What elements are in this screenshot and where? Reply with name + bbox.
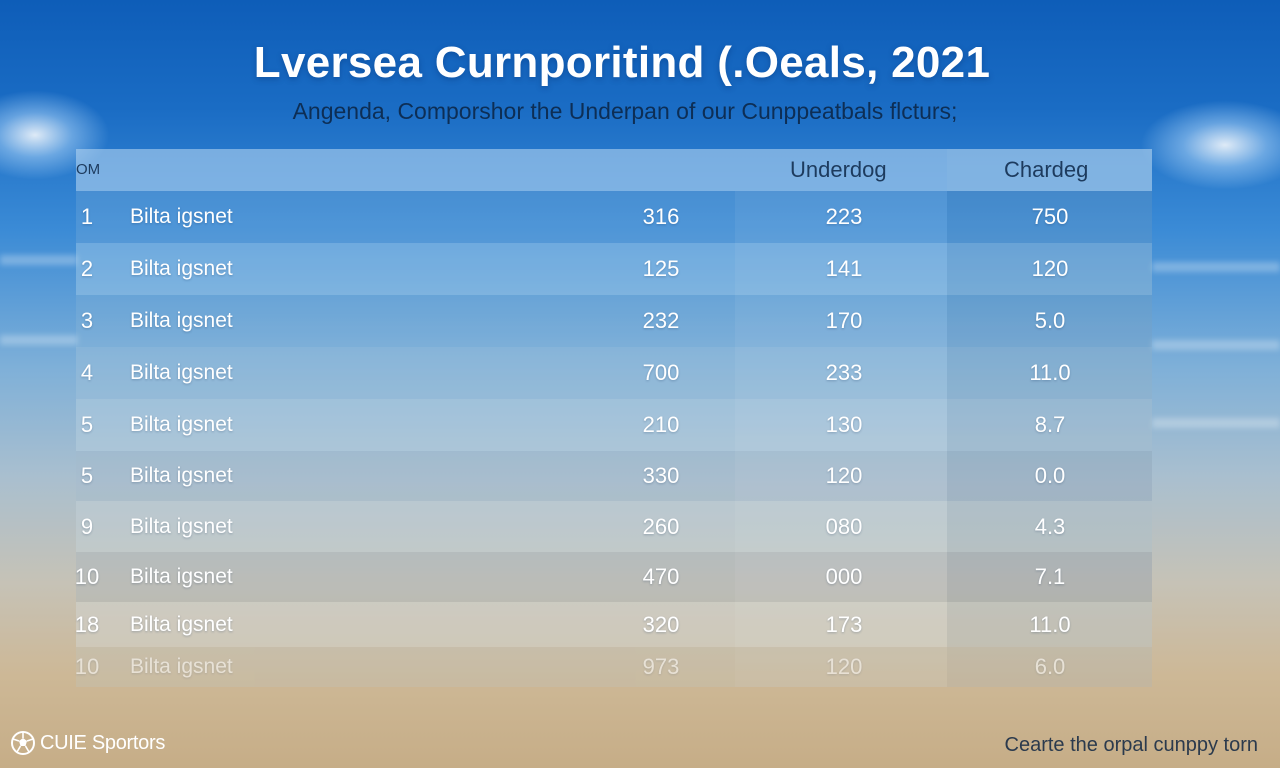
- value-cell: 210: [642, 412, 680, 437]
- table-row: 10 Bilta igsnet 470 000 7.1: [74, 552, 1152, 602]
- underdog-cell: 120: [825, 654, 863, 679]
- value-cell: 232: [642, 308, 680, 333]
- table-row: 4 Bilta igsnet 700 233 11.0: [76, 347, 1152, 399]
- rank-cell: 4: [80, 360, 94, 385]
- table-row: 1 Bilta igsnet 316 223 750: [76, 191, 1152, 243]
- column-shade: [947, 295, 1152, 347]
- value-cell: 125: [642, 256, 680, 281]
- rank-cell: 10: [74, 654, 100, 679]
- column-shade: [947, 451, 1152, 501]
- value-cell: 260: [642, 513, 680, 539]
- rank-cell: 1: [80, 204, 94, 229]
- chardeg-cell: 5.0: [1034, 308, 1066, 333]
- underdog-cell: 080: [825, 513, 863, 539]
- column-header-chardeg: Chardeg: [1004, 157, 1089, 182]
- chardeg-cell: 750: [1031, 204, 1069, 229]
- column-shade: [735, 552, 947, 602]
- value-cell: 973: [642, 654, 680, 679]
- column-header-underdog: Underdog: [790, 157, 887, 182]
- name-cell: Bilta igsnet: [130, 612, 233, 636]
- background-stripe: [0, 255, 78, 265]
- underdog-cell: 141: [825, 256, 863, 281]
- rank-cell: 10: [74, 564, 100, 589]
- column-shade: [947, 399, 1152, 451]
- column-shade: [735, 243, 947, 295]
- name-cell: Bilta igsnet: [130, 514, 233, 538]
- rank-cell: 18: [74, 611, 100, 637]
- underdog-cell: 130: [825, 412, 863, 437]
- name-cell: Bilta igsnet: [130, 257, 233, 280]
- background-stripe: [1152, 340, 1280, 350]
- soccer-ball-icon: [11, 731, 35, 755]
- underdog-cell: 173: [825, 611, 863, 637]
- background-stripe: [0, 335, 78, 345]
- table-header: OM Underdog Chardeg: [76, 149, 1152, 191]
- chardeg-cell: 4.3: [1034, 513, 1066, 539]
- underdog-cell: 223: [825, 204, 863, 229]
- chardeg-cell: 6.0: [1034, 654, 1066, 679]
- rank-cell: 3: [80, 308, 94, 333]
- chardeg-cell: 0.0: [1034, 463, 1066, 488]
- table-row: 9 Bilta igsnet 260 080 4.3: [76, 501, 1152, 552]
- page-title: Lversea Curnporitind (.Oeals, 2021: [253, 38, 991, 87]
- column-shade: [735, 347, 947, 399]
- underdog-cell: 233: [825, 360, 863, 385]
- column-shade: [735, 295, 947, 347]
- column-shade: [947, 243, 1152, 295]
- page-subtitle: Angenda, Comporshor the Underpan of our …: [292, 98, 958, 124]
- header-column-shade: [947, 149, 1152, 191]
- chardeg-cell: 11.0: [1029, 360, 1071, 385]
- underdog-cell: 170: [825, 308, 863, 333]
- underdog-cell: 000: [825, 564, 863, 589]
- underdog-cell: 120: [825, 463, 863, 488]
- column-shade: [947, 347, 1152, 399]
- name-cell: Bilta igsnet: [130, 309, 233, 332]
- table-row: 5 Bilta igsnet 210 130 8.7: [76, 399, 1152, 451]
- table-row: 3 Bilta igsnet 232 170 5.0: [76, 295, 1152, 347]
- footer-tagline: Cearte the orpal cunppy torn: [1004, 734, 1259, 756]
- rank-cell: 2: [80, 256, 94, 281]
- table-row: 5 Bilta igsnet 330 120 0.0: [76, 451, 1152, 501]
- value-cell: 330: [642, 463, 680, 488]
- value-cell: 320: [642, 611, 680, 637]
- name-cell: Bilta igsnet: [130, 413, 233, 436]
- column-shade: [947, 501, 1152, 552]
- standings-table: OM Underdog Chardeg 1 Bilta igsnet 316 223 7…: [74, 149, 1152, 687]
- table-row: 10 Bilta igsnet 973 120 6.0: [74, 647, 1152, 687]
- brand-name: CUIE Sportors: [40, 731, 166, 754]
- chardeg-cell: 11.0: [1029, 611, 1071, 637]
- chardeg-cell: 120: [1031, 256, 1069, 281]
- value-cell: 700: [642, 360, 680, 385]
- rank-cell: 5: [80, 463, 94, 488]
- value-cell: 316: [642, 204, 680, 229]
- value-cell: 470: [642, 564, 680, 589]
- name-cell: Bilta igsnet: [130, 361, 233, 384]
- column-shade: [947, 552, 1152, 602]
- column-shade: [947, 602, 1152, 647]
- background-stripe: [1152, 418, 1280, 428]
- name-cell: Bilta igsnet: [130, 565, 233, 588]
- column-shade: [735, 451, 947, 501]
- column-shade: [735, 501, 947, 552]
- rank-cell: 9: [80, 513, 94, 539]
- rank-cell: 5: [80, 412, 94, 437]
- column-shade: [735, 602, 947, 647]
- table-row: 2 Bilta igsnet 125 141 120: [76, 243, 1152, 295]
- column-shade: [947, 191, 1152, 243]
- name-cell: Bilta igsnet: [130, 205, 233, 228]
- chardeg-cell: 8.7: [1034, 412, 1066, 437]
- chardeg-cell: 7.1: [1034, 564, 1066, 589]
- column-shade: [735, 191, 947, 243]
- column-shade: [735, 399, 947, 451]
- column-header-rank: OM: [76, 161, 101, 178]
- name-cell: Bilta igsnet: [130, 655, 233, 678]
- brand-logo: CUIE Sportors: [10, 728, 165, 758]
- table-row: 18 Bilta igsnet 320 173 11.0: [74, 602, 1152, 647]
- background-stripe: [1152, 262, 1280, 272]
- name-cell: Bilta igsnet: [130, 464, 233, 487]
